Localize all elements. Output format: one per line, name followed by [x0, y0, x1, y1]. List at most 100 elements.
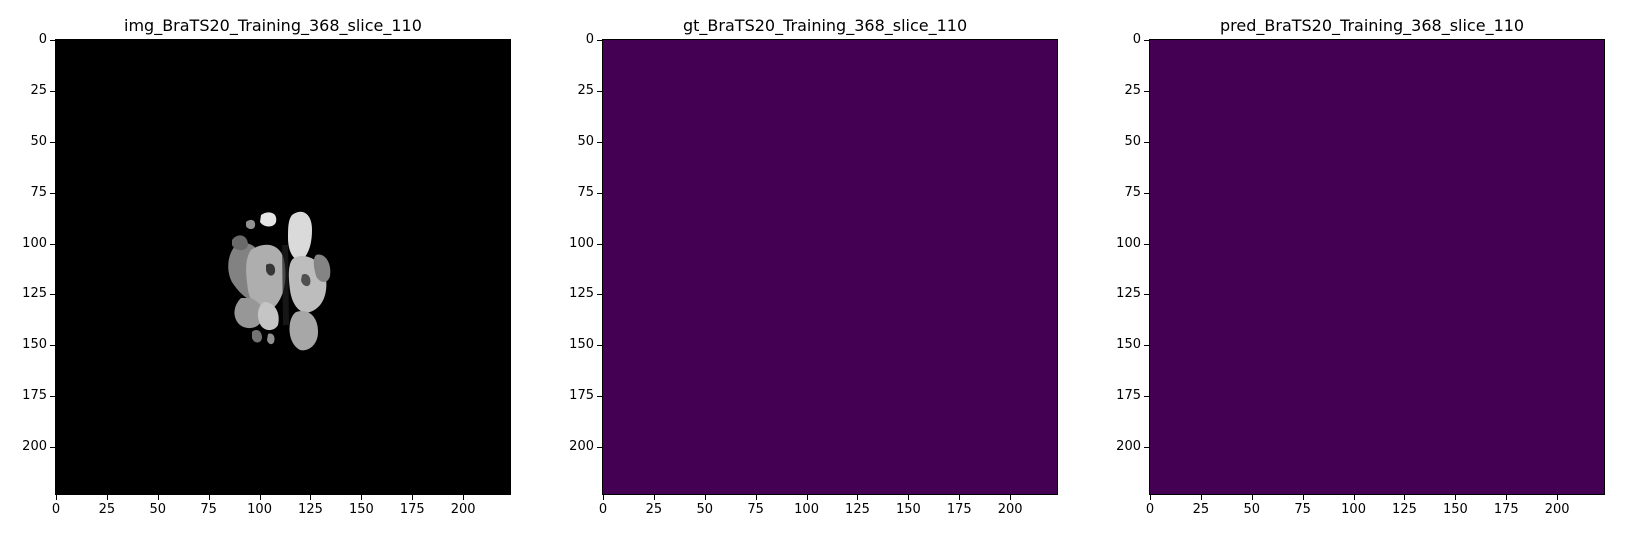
- x-tick-mark: [1557, 495, 1559, 500]
- x-tick-mark: [310, 495, 312, 500]
- y-tick-label: 50: [30, 133, 47, 149]
- x-tick-label: 25: [98, 502, 116, 517]
- x-tick-mark: [361, 495, 363, 500]
- x-tick-mark: [1506, 495, 1508, 500]
- y-tick-mark: [50, 243, 55, 245]
- y-tick-label: 75: [1124, 184, 1141, 200]
- y-tick-mark: [1144, 40, 1149, 42]
- y-tick-label: 175: [22, 388, 47, 404]
- x-tick-label: 200: [1544, 502, 1570, 517]
- x-tick-label: 150: [895, 502, 921, 517]
- x-tick-label: 200: [450, 502, 476, 517]
- x-tick-mark: [1200, 495, 1202, 500]
- x-tick-mark: [603, 495, 605, 500]
- x-tick-mark: [1353, 495, 1355, 500]
- x-tick-mark: [157, 495, 159, 500]
- panel-image: img_BraTS20_Training_368_slice_110: [0, 0, 542, 539]
- y-tick-mark: [1144, 294, 1149, 296]
- y-tick-label: 50: [1124, 133, 1141, 149]
- x-tick-mark: [1404, 495, 1406, 500]
- y-tick-mark: [50, 345, 55, 347]
- x-tick-label: 75: [1294, 502, 1311, 517]
- x-tick-mark: [56, 495, 58, 500]
- x-tick-mark: [704, 495, 706, 500]
- y-tick-label: 150: [569, 337, 594, 353]
- x-tick-mark: [259, 495, 261, 500]
- x-tick-label: 100: [247, 502, 272, 517]
- y-tick-label: 150: [1116, 337, 1141, 353]
- y-tick-mark: [597, 447, 602, 449]
- x-tick-mark: [806, 495, 808, 500]
- panel-title: pred_BraTS20_Training_368_slice_110: [1220, 16, 1525, 35]
- x-tick-mark: [959, 495, 961, 500]
- x-tick-label: 50: [696, 502, 714, 517]
- x-tick-mark: [1010, 495, 1012, 500]
- x-tick-mark: [208, 495, 210, 500]
- x-tick-label: 50: [1243, 502, 1261, 517]
- y-tick-mark: [597, 90, 602, 92]
- x-tick-label: 175: [1493, 502, 1519, 517]
- y-tick-mark: [50, 40, 55, 42]
- x-tick-mark: [653, 495, 655, 500]
- x-tick-label: 200: [997, 502, 1023, 517]
- y-tick-label: 75: [30, 184, 47, 200]
- x-tick-mark: [857, 495, 859, 500]
- y-tick-label: 100: [22, 235, 47, 251]
- x-tick-label: 100: [1341, 502, 1366, 517]
- x-tick-label: 0: [51, 502, 61, 517]
- y-tick-mark: [597, 192, 602, 194]
- x-tick-label: 25: [1192, 502, 1210, 517]
- x-tick-label: 175: [399, 502, 425, 517]
- y-tick-label: 175: [569, 388, 594, 404]
- y-tick-mark: [1144, 447, 1149, 449]
- x-tick-mark: [106, 495, 108, 500]
- y-tick-mark: [50, 447, 55, 449]
- x-tick-label: 150: [348, 502, 374, 517]
- x-tick-label: 175: [946, 502, 972, 517]
- x-tick-mark: [412, 495, 414, 500]
- gt-mask-image: [603, 40, 1057, 494]
- y-tick-label: 100: [1116, 235, 1141, 251]
- x-tick-label: 125: [845, 502, 870, 517]
- x-tick-label: 150: [1442, 502, 1468, 517]
- y-tick-mark: [597, 40, 602, 42]
- x-tick-label: 125: [298, 502, 323, 517]
- y-tick-label: 25: [1124, 82, 1141, 98]
- gt-mask-axes: [602, 39, 1058, 495]
- y-tick-mark: [597, 345, 602, 347]
- y-tick-label: 25: [30, 82, 47, 98]
- x-tick-label: 75: [747, 502, 764, 517]
- gt-mask-fill: [603, 40, 1057, 494]
- y-tick-mark: [1144, 141, 1149, 143]
- panel-title: gt_BraTS20_Training_368_slice_110: [683, 16, 968, 35]
- y-tick-mark: [1144, 192, 1149, 194]
- y-tick-label: 100: [569, 235, 594, 251]
- y-tick-mark: [50, 294, 55, 296]
- y-tick-label: 175: [1116, 388, 1141, 404]
- x-tick-mark: [1302, 495, 1304, 500]
- x-tick-label: 0: [1145, 502, 1155, 517]
- y-tick-label: 150: [22, 337, 47, 353]
- y-tick-mark: [50, 396, 55, 398]
- y-tick-mark: [50, 90, 55, 92]
- y-tick-mark: [597, 294, 602, 296]
- y-tick-label: 125: [569, 286, 594, 302]
- x-tick-label: 75: [200, 502, 217, 517]
- y-tick-mark: [50, 192, 55, 194]
- x-tick-label: 50: [149, 502, 167, 517]
- y-tick-label: 200: [22, 439, 47, 455]
- y-tick-mark: [1144, 345, 1149, 347]
- y-tick-mark: [1144, 396, 1149, 398]
- y-tick-label: 25: [577, 82, 594, 98]
- x-tick-mark: [908, 495, 910, 500]
- y-tick-mark: [597, 396, 602, 398]
- y-tick-label: 0: [585, 32, 594, 48]
- mri-slice-image: [56, 40, 510, 494]
- y-tick-label: 0: [1132, 32, 1141, 48]
- y-tick-label: 50: [577, 133, 594, 149]
- y-tick-label: 125: [22, 286, 47, 302]
- brain-region: [228, 211, 331, 351]
- pred-mask-axes: [1149, 39, 1605, 495]
- y-tick-mark: [1144, 243, 1149, 245]
